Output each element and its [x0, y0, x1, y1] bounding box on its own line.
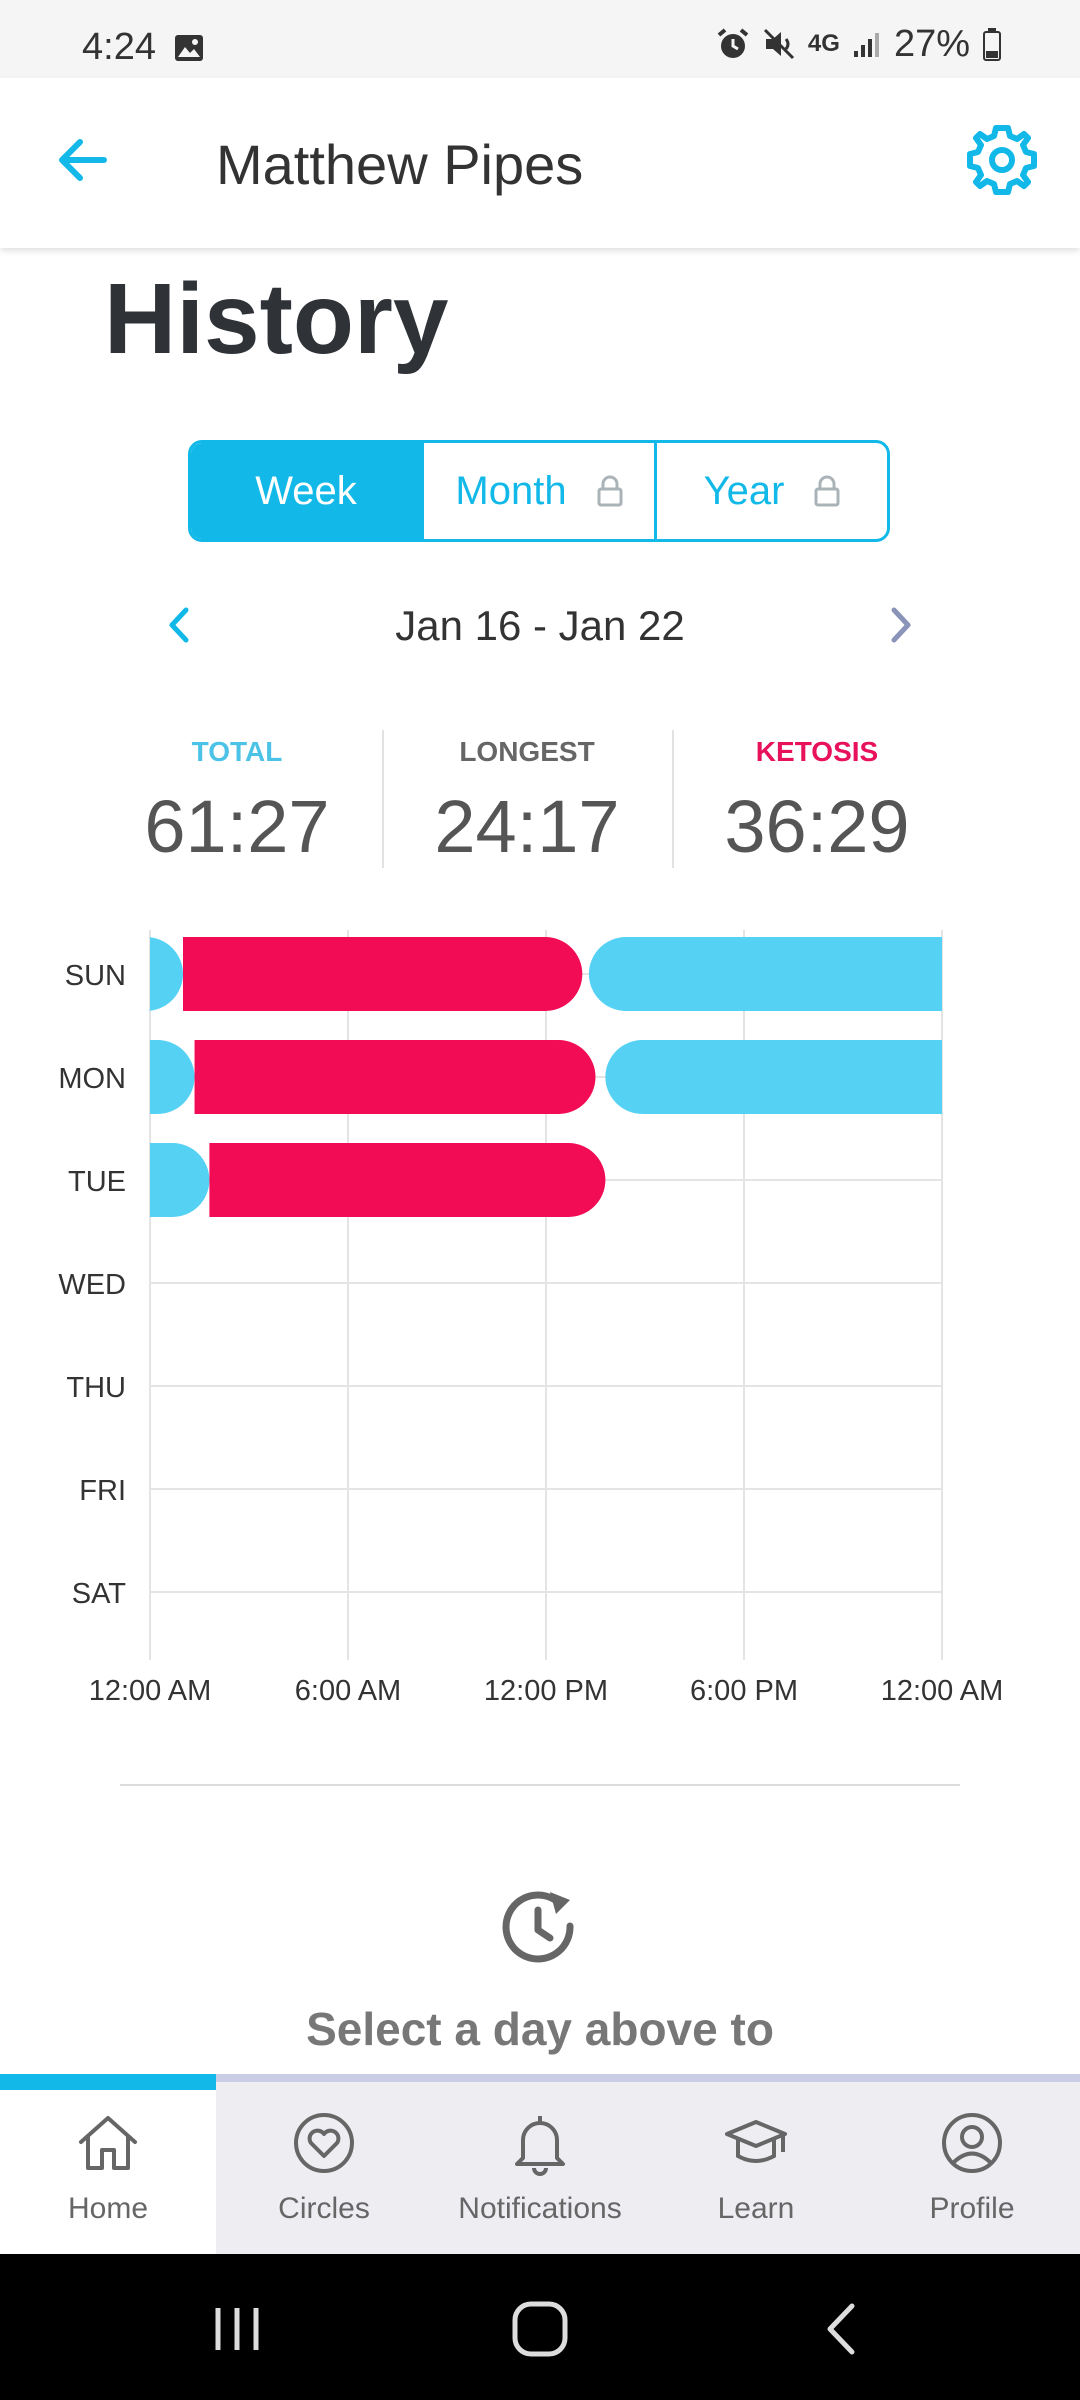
- alarm-icon: [717, 28, 749, 58]
- tab-week-label: Week: [255, 468, 357, 513]
- chart-bar-ketosis-tue: [209, 1143, 606, 1217]
- chart-bar-fasting-mon: [605, 1040, 942, 1114]
- heart-circle-icon: [294, 2113, 354, 2173]
- bottom-navigation: Home Circles Notifications Learn: [0, 2074, 1080, 2254]
- chart-time-label: 6:00 PM: [690, 1675, 798, 1707]
- mute-icon: [763, 28, 794, 60]
- date-navigator: Jan 16 - Jan 22: [150, 590, 930, 660]
- nav-notifications[interactable]: Notifications: [432, 2090, 648, 2254]
- tab-month[interactable]: Month: [421, 443, 654, 539]
- chevron-right-icon[interactable]: [874, 590, 930, 660]
- stat-ketosis: KETOSIS 36:29: [672, 730, 962, 870]
- stat-longest: LONGEST 24:17: [382, 730, 672, 870]
- chart-bar-ketosis-mon: [194, 1040, 596, 1114]
- nav-home[interactable]: Home: [0, 2090, 216, 2254]
- nav-circles-label: Circles: [278, 2192, 370, 2225]
- back-arrow-icon[interactable]: [48, 124, 120, 196]
- nav-learn-label: Learn: [717, 2192, 795, 2225]
- recent-apps-icon[interactable]: [202, 2294, 272, 2364]
- home-icon: [79, 2116, 137, 2170]
- battery-icon: [983, 28, 1001, 61]
- stat-total: TOTAL 61:27: [92, 730, 382, 870]
- chart-time-label: 12:00 AM: [89, 1675, 212, 1707]
- chart-day-label: FRI: [79, 1475, 126, 1507]
- nav-circles[interactable]: Circles: [216, 2090, 432, 2254]
- date-range-label: Jan 16 - Jan 22: [395, 602, 685, 649]
- stat-ketosis-value: 36:29: [724, 785, 910, 868]
- home-button-icon[interactable]: [505, 2294, 575, 2364]
- divider: [120, 1784, 960, 1786]
- system-navigation-bar: [0, 2254, 1080, 2400]
- fasting-stats: TOTAL 61:27 LONGEST 24:17 KETOSIS 36:29: [92, 730, 962, 870]
- stat-longest-value: 24:17: [434, 785, 620, 868]
- chart-bar-fasting-sun: [588, 937, 942, 1011]
- status-bar: 4:24 4G 27%: [0, 0, 1080, 78]
- chart-bar-fasting-sun: [146, 937, 183, 1011]
- gear-icon[interactable]: [964, 122, 1040, 198]
- stat-total-label: TOTAL: [191, 736, 283, 767]
- nav-active-indicator: [0, 2074, 216, 2090]
- user-circle-icon: [942, 2113, 1002, 2173]
- app-header: Matthew Pipes: [0, 78, 1080, 248]
- tab-week[interactable]: Week: [191, 443, 421, 539]
- nav-learn[interactable]: Learn: [648, 2090, 864, 2254]
- chart-day-label: MON: [58, 1063, 126, 1095]
- nav-top-border: [0, 2074, 1080, 2082]
- page-title: History: [104, 263, 449, 375]
- nav-notifications-label: Notifications: [458, 2192, 622, 2225]
- header-title: Matthew Pipes: [216, 133, 584, 196]
- battery-percent: 27%: [893, 22, 970, 65]
- bell-icon: [515, 2116, 565, 2176]
- chart-bar-fasting-tue: [150, 1143, 210, 1217]
- chart-day-label: WED: [58, 1269, 126, 1301]
- tab-month-label: Month: [455, 468, 567, 513]
- nav-profile[interactable]: Profile: [864, 2090, 1080, 2254]
- status-indicators: 4G 27%: [716, 22, 1002, 65]
- chart-day-label: THU: [66, 1372, 126, 1404]
- period-segmented-control: Week Month Year: [188, 440, 890, 542]
- chart-day-label: SUN: [65, 960, 126, 992]
- system-back-icon[interactable]: [808, 2294, 878, 2364]
- chart-bar-fasting-mon: [150, 1040, 195, 1114]
- graduation-cap-icon: [725, 2120, 787, 2163]
- gallery-notification-icon: [175, 35, 203, 61]
- stat-total-value: 61:27: [144, 785, 330, 868]
- chevron-left-icon[interactable]: [150, 590, 206, 660]
- lock-icon: [814, 475, 840, 507]
- stat-ketosis-label: KETOSIS: [755, 736, 879, 767]
- chart-day-label: TUE: [68, 1166, 126, 1198]
- status-time: 4:24: [82, 26, 156, 68]
- tab-year[interactable]: Year: [654, 443, 887, 539]
- chart-time-label: 12:00 AM: [881, 1675, 1004, 1707]
- chart-time-label: 6:00 AM: [295, 1675, 401, 1707]
- chart-time-label: 12:00 PM: [484, 1675, 608, 1707]
- chart-bar-ketosis-sun: [183, 937, 583, 1011]
- weekly-fasting-chart: SUN MON TUE WED THU FRI SAT 12:00 AM 6:00 AM 12:0…: [58, 930, 1004, 1707]
- nav-home-label: Home: [67, 2192, 149, 2225]
- network-type: 4G: [807, 30, 840, 57]
- stat-longest-label: LONGEST: [459, 736, 595, 767]
- lock-icon: [597, 475, 623, 507]
- select-day-message: Select a day above to: [306, 2003, 774, 2055]
- chart-day-label: SAT: [72, 1578, 127, 1610]
- nav-profile-label: Profile: [929, 2192, 1015, 2225]
- history-clock-icon: [502, 1891, 574, 1963]
- tab-year-label: Year: [703, 468, 785, 513]
- signal-icon: [853, 33, 879, 57]
